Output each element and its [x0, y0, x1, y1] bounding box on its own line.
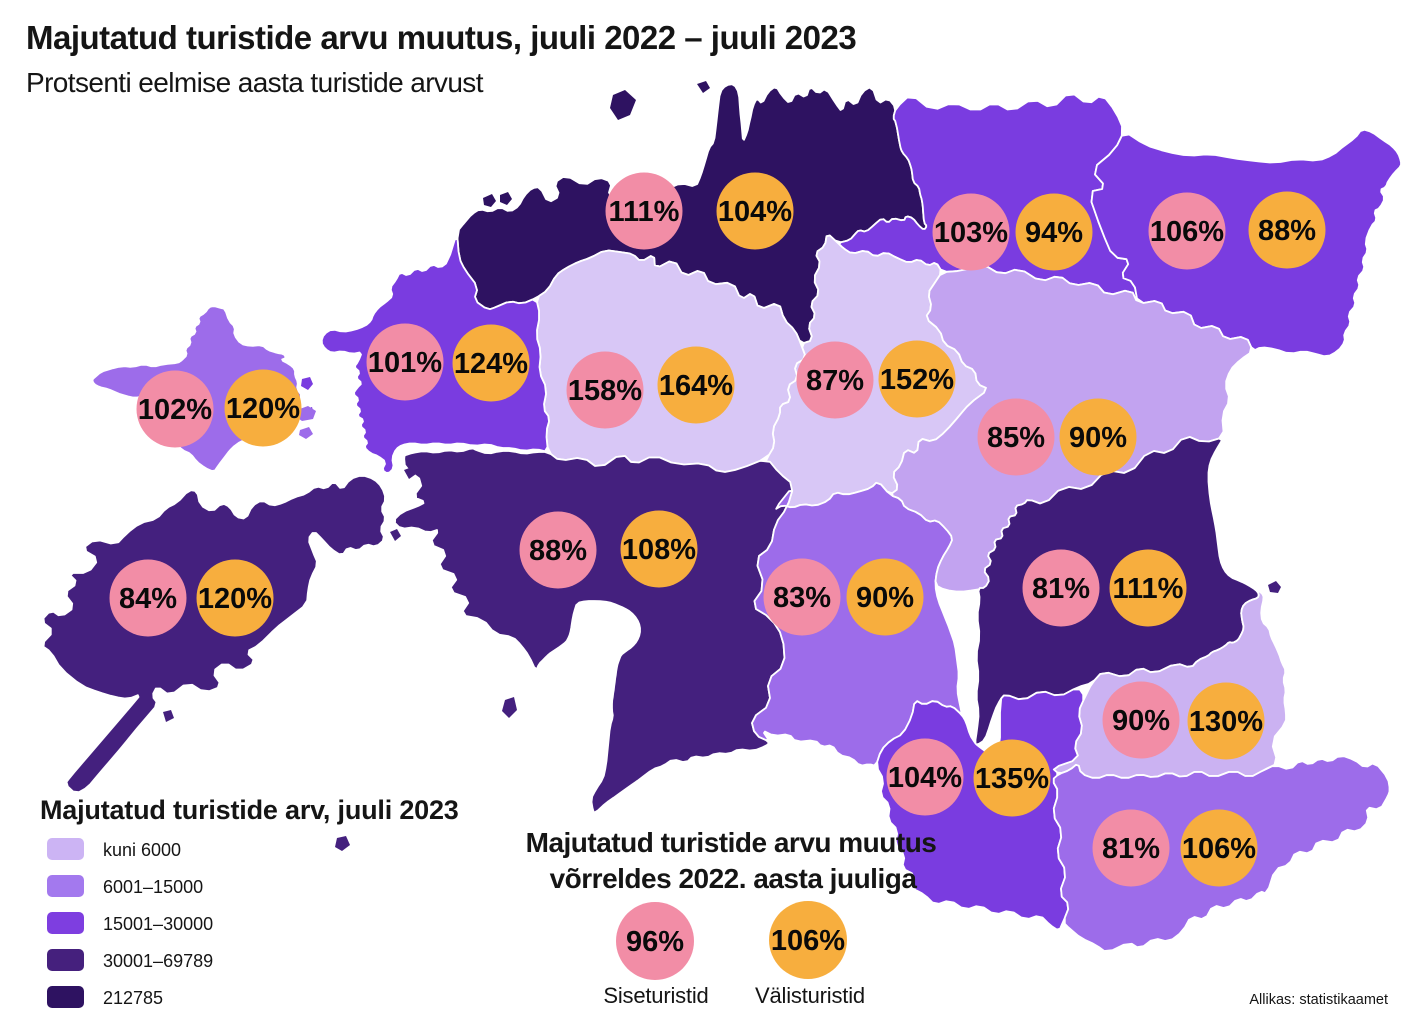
- svg-text:103%: 103%: [934, 217, 1008, 249]
- svg-text:81%: 81%: [1032, 573, 1090, 605]
- svg-text:30001–69789: 30001–69789: [103, 951, 213, 971]
- svg-text:104%: 104%: [888, 762, 962, 794]
- svg-text:106%: 106%: [771, 925, 845, 957]
- svg-text:84%: 84%: [119, 583, 177, 615]
- svg-text:Majutatud turistide arv, juuli: Majutatud turistide arv, juuli 2023: [40, 795, 459, 825]
- svg-text:111%: 111%: [609, 196, 680, 228]
- svg-text:108%: 108%: [622, 534, 696, 566]
- svg-text:102%: 102%: [138, 394, 212, 426]
- svg-text:Majutatud turistide arvu muutu: Majutatud turistide arvu muutus, juuli 2…: [26, 19, 856, 56]
- svg-text:96%: 96%: [626, 926, 684, 958]
- svg-text:Allikas: statistikaamet: Allikas: statistikaamet: [1249, 992, 1388, 1008]
- svg-text:88%: 88%: [529, 535, 587, 567]
- svg-text:124%: 124%: [454, 348, 528, 380]
- svg-text:90%: 90%: [1112, 705, 1170, 737]
- svg-text:87%: 87%: [806, 365, 864, 397]
- svg-text:212785: 212785: [103, 988, 163, 1008]
- svg-text:104%: 104%: [718, 196, 792, 228]
- svg-text:Protsenti eelmise aasta turist: Protsenti eelmise aasta turistide arvust: [26, 67, 484, 98]
- svg-text:90%: 90%: [1069, 422, 1127, 454]
- svg-text:130%: 130%: [1189, 706, 1263, 738]
- svg-text:164%: 164%: [659, 370, 733, 402]
- svg-text:83%: 83%: [773, 582, 831, 614]
- svg-text:94%: 94%: [1025, 217, 1083, 249]
- svg-text:Majutatud turistide arvu muutu: Majutatud turistide arvu muutus: [526, 827, 937, 858]
- svg-text:85%: 85%: [987, 422, 1045, 454]
- svg-text:101%: 101%: [368, 347, 442, 379]
- svg-text:kuni 6000: kuni 6000: [103, 840, 181, 860]
- svg-text:135%: 135%: [975, 763, 1049, 795]
- svg-text:6001–15000: 6001–15000: [103, 877, 203, 897]
- svg-text:Siseturistid: Siseturistid: [603, 983, 708, 1008]
- svg-text:120%: 120%: [198, 583, 272, 615]
- svg-text:Välisturistid: Välisturistid: [755, 983, 865, 1008]
- svg-text:võrreldes 2022. aasta juuliga: võrreldes 2022. aasta juuliga: [550, 863, 918, 894]
- svg-text:81%: 81%: [1102, 833, 1160, 865]
- svg-text:152%: 152%: [880, 364, 954, 396]
- svg-text:106%: 106%: [1150, 216, 1224, 248]
- svg-text:106%: 106%: [1182, 833, 1256, 865]
- svg-text:120%: 120%: [226, 393, 300, 425]
- svg-text:158%: 158%: [568, 375, 642, 407]
- svg-text:111%: 111%: [1113, 573, 1184, 605]
- svg-text:90%: 90%: [856, 582, 914, 614]
- svg-text:88%: 88%: [1258, 215, 1316, 247]
- svg-text:15001–30000: 15001–30000: [103, 914, 213, 934]
